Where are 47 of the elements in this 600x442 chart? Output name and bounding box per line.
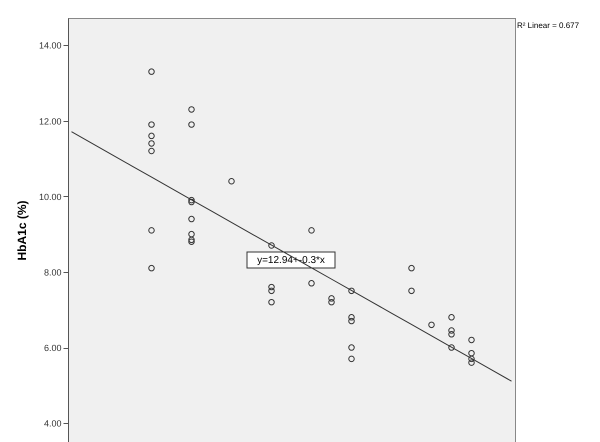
point [328,295,335,302]
point [148,121,155,128]
point [348,344,355,351]
point [448,344,455,351]
point [148,227,155,234]
point [268,242,275,249]
point [228,178,235,184]
point [348,288,355,294]
y-axis-title: HbA1c (%) [14,200,29,261]
point [428,322,435,328]
y-tick-label: 10.00 [38,192,62,202]
point [188,216,195,222]
point [188,106,195,113]
point [448,327,455,334]
point [188,198,195,206]
y-tick-label: 12.00 [38,116,62,126]
point [468,350,475,356]
y-tick-label: 4.00 [44,418,62,429]
point [188,230,195,238]
point [468,356,475,362]
point [348,318,355,324]
point [148,148,155,154]
point [268,288,275,294]
point [148,132,155,140]
point [268,284,275,290]
point [188,121,195,128]
point [448,314,455,321]
point [148,264,155,272]
point [328,298,335,306]
point [148,140,155,147]
y-tick-label: 6.00 [44,343,62,354]
point [348,314,355,321]
line-series [71,131,512,382]
y-tick-label: 8.00 [44,267,62,278]
point [348,356,355,362]
point [448,331,455,338]
y-tick-label: 14.00 [38,40,62,51]
point [148,68,155,75]
point [308,280,315,287]
point [188,196,195,204]
point [468,359,475,366]
point [308,227,315,234]
point [408,288,415,294]
text: R² Linear = 0.677 [517,21,580,30]
point [408,264,415,272]
point [268,298,275,306]
point [468,336,475,344]
